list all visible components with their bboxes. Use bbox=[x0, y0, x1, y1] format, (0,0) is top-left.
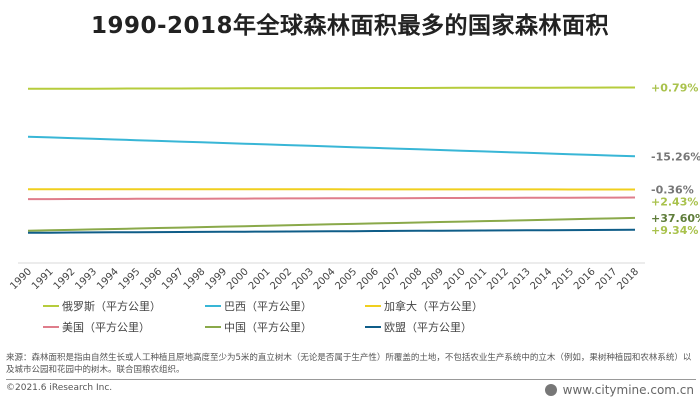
x-tick-label: 1993 bbox=[73, 266, 99, 292]
series-change-label: -0.36% bbox=[651, 183, 694, 196]
x-tick-label: 2003 bbox=[290, 266, 316, 292]
legend-swatch bbox=[365, 305, 381, 307]
legend-item: 加拿大（平方公里） bbox=[365, 298, 483, 314]
x-tick-label: 2014 bbox=[529, 266, 555, 292]
x-tick-label: 1995 bbox=[117, 266, 143, 292]
x-tick-label: 1994 bbox=[95, 266, 121, 292]
x-tick-label: 2006 bbox=[355, 266, 381, 292]
legend-swatch bbox=[205, 326, 221, 328]
x-tick-label: 1997 bbox=[160, 266, 186, 292]
x-tick-label: 1998 bbox=[182, 266, 208, 292]
series-line bbox=[28, 196, 636, 201]
x-tick-label: 1992 bbox=[52, 266, 78, 292]
x-tick-label: 2016 bbox=[572, 266, 598, 292]
legend-label: 美国（平方公里） bbox=[62, 321, 150, 334]
x-tick-label: 2008 bbox=[399, 266, 425, 292]
series-line bbox=[27, 216, 636, 232]
x-tick-label: 2010 bbox=[442, 266, 468, 292]
series-change-label: +2.43% bbox=[651, 195, 698, 208]
series-change-label: -15.26% bbox=[651, 150, 700, 163]
x-tick-label: 1990 bbox=[8, 266, 34, 292]
x-tick-label: 2015 bbox=[550, 266, 576, 292]
watermark-text: www.citymine.com.cn bbox=[562, 383, 694, 397]
legend-label: 中国（平方公里） bbox=[224, 321, 312, 334]
x-tick-label: 2018 bbox=[615, 266, 641, 292]
x-tick-label: 2000 bbox=[225, 266, 251, 292]
watermark: www.citymine.com.cn bbox=[544, 383, 694, 397]
x-tick-label: 2011 bbox=[464, 266, 490, 292]
legend-item: 俄罗斯（平方公里） bbox=[43, 298, 161, 314]
series-line bbox=[27, 135, 636, 158]
x-tick-label: 2005 bbox=[334, 266, 360, 292]
x-tick-label: 1996 bbox=[138, 266, 164, 292]
legend-swatch bbox=[205, 305, 221, 307]
page-title: 1990-2018年全球森林面积最多的国家森林面积 bbox=[90, 13, 610, 39]
legend-item: 巴西（平方公里） bbox=[205, 298, 312, 314]
series-line bbox=[27, 86, 635, 90]
divider bbox=[6, 379, 696, 380]
legend-item: 美国（平方公里） bbox=[43, 319, 150, 335]
legend-item: 欧盟（平方公里） bbox=[365, 319, 472, 335]
legend-swatch bbox=[43, 326, 59, 328]
x-tick-label: 2004 bbox=[312, 266, 338, 292]
legend-swatch bbox=[365, 326, 381, 328]
legend-label: 欧盟（平方公里） bbox=[384, 321, 472, 334]
source-note: 来源：森林面积是指由自然生长或人工种植且原地高度至少为5米的直立树木（无论是否属… bbox=[6, 353, 692, 375]
series-change-label: +37.60% bbox=[651, 212, 700, 225]
legend-item: 中国（平方公里） bbox=[205, 319, 312, 335]
watermark-logo-icon bbox=[544, 384, 557, 396]
x-tick-label: 2017 bbox=[594, 266, 620, 292]
legend-label: 俄罗斯（平方公里） bbox=[62, 300, 161, 313]
x-tick-label: 1999 bbox=[203, 266, 229, 292]
x-tick-label: 2007 bbox=[377, 266, 403, 292]
x-tick-label: 2009 bbox=[420, 266, 446, 292]
x-tick-label: 1991 bbox=[30, 266, 56, 292]
legend-label: 巴西（平方公里） bbox=[224, 300, 312, 313]
series-change-label: +0.79% bbox=[651, 81, 698, 94]
x-tick-label: 2001 bbox=[247, 266, 273, 292]
series-line bbox=[27, 228, 636, 234]
copyright: ©2021.6 iResearch Inc. bbox=[6, 383, 113, 393]
line-chart: 1990199119921993199419951996199719981999… bbox=[8, 81, 700, 292]
x-tick-label: 2012 bbox=[485, 266, 511, 292]
x-tick-label: 2002 bbox=[268, 266, 294, 292]
series-change-label: +9.34% bbox=[651, 224, 698, 237]
legend-swatch bbox=[43, 305, 59, 307]
x-tick-label: 2013 bbox=[507, 266, 533, 292]
legend-label: 加拿大（平方公里） bbox=[384, 300, 483, 313]
